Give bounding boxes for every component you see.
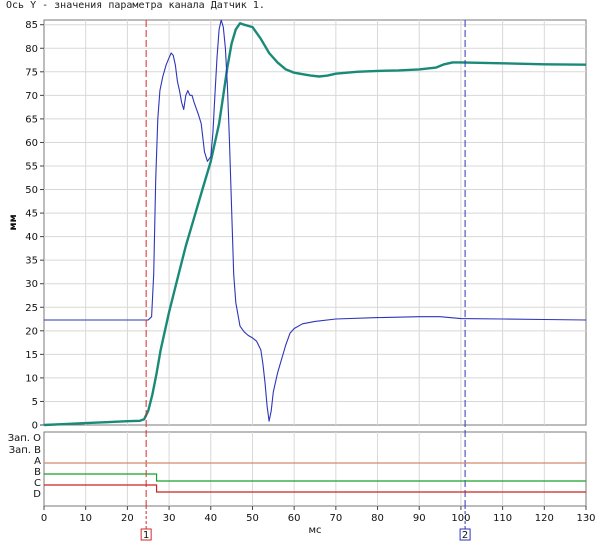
x-tick-label: 80 [371,513,384,524]
y-tick-label: 25 [25,303,38,314]
y-tick-label: 75 [25,67,38,78]
x-tick-label: 100 [451,513,470,524]
y-tick-label: 35 [25,256,38,267]
y-tick-label: 80 [25,44,38,55]
y-tick-label: 70 [25,91,38,102]
x-tick-label: 0 [41,513,47,524]
series-line-1 [43,22,587,427]
cursor-label-2: 2 [462,530,468,541]
channel-label: A [34,456,41,467]
y-tick-label: 10 [25,373,38,384]
x-tick-label: 30 [163,513,176,524]
grid-lines [44,20,586,506]
channel-label: Зап. О [8,433,41,444]
series-line-2 [44,19,587,422]
y-tick-label: 5 [32,397,38,408]
channel-border [43,431,587,507]
y-tick-label: 40 [25,232,38,243]
cursor-badge-1 [140,528,152,541]
channel-signal-B [44,473,586,482]
y-tick-label: 50 [25,185,38,196]
chart-caption: Ось Y - значения параметра канала Датчик… [6,0,265,11]
y-tick-label: 0 [32,421,38,432]
channel-label: C [34,478,41,489]
x-tick-label: 120 [535,513,554,524]
cursor-label-1: 1 [143,530,149,541]
cursor-badge-2 [459,528,471,541]
x-tick-label: 10 [79,513,92,524]
y-tick-label: 85 [25,20,38,31]
x-tick-label: 90 [413,513,426,524]
y-tick-label: 30 [25,279,38,290]
y-tick-label: 45 [25,209,38,220]
x-tick-label: 60 [288,513,301,524]
series-group [43,19,587,427]
channel-signal-C [44,484,586,493]
y-axis: 0 5 10 15 20 25 30 35 40 45 50 55 60 65 70 75 80 85 [25,20,44,432]
x-tick-label: 110 [493,513,512,524]
x-tick-label: 70 [329,513,342,524]
y-tick-label: 60 [25,138,38,149]
main-plot-area[interactable] [43,19,587,507]
x-tick-label: 130 [576,513,595,524]
plot-border [43,19,587,426]
channel-label: B [34,467,41,478]
x-axis: 0 10 20 30 40 50 60 70 80 90 100 110 120 130 [41,506,596,524]
y-axis-label: мм [8,214,19,230]
channel-label: D [33,489,41,500]
channel-label: Зап. В [9,445,41,456]
x-axis-label: мс [308,525,321,536]
y-tick-label: 65 [25,114,38,125]
x-tick-label: 40 [204,513,217,524]
y-tick-label: 55 [25,161,38,172]
x-tick-label: 20 [121,513,134,524]
y-tick-label: 20 [25,326,38,337]
y-tick-label: 15 [25,350,38,361]
x-tick-label: 50 [246,513,259,524]
